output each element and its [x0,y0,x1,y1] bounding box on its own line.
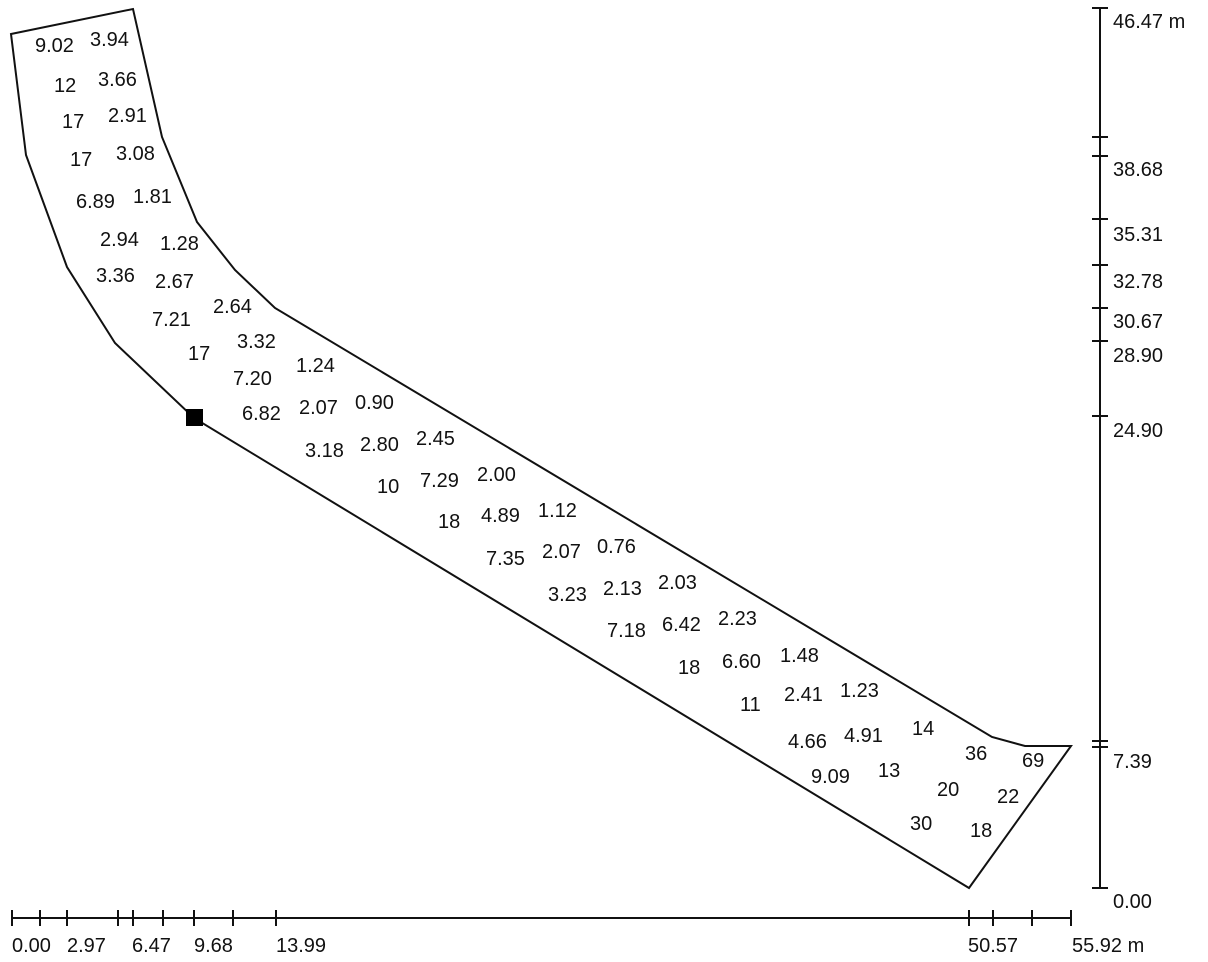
cell-value: 3.23 [548,584,587,606]
cell-value: 7.20 [233,368,272,390]
cell-value: 18 [438,511,460,533]
y-tick-label: 24.90 [1113,420,1163,442]
cell-value: 12 [54,75,76,97]
y-axis-ticks [1092,7,1108,889]
outline-group [9,7,1073,890]
cell-value: 1.23 [840,680,879,702]
cell-value: 2.45 [416,428,455,450]
cell-value: 3.36 [96,265,135,287]
cell-value: 2.64 [213,296,252,318]
cell-value: 69 [1022,750,1044,772]
cell-value: 3.94 [90,29,129,51]
cell-value: 2.67 [155,271,194,293]
cell-value: 20 [937,779,959,801]
cell-value: 7.21 [152,309,191,331]
cell-value: 13 [878,760,900,782]
y-tick-label: 30.67 [1113,311,1163,333]
y-tick-label: 38.68 [1113,159,1163,181]
cell-value: 4.66 [788,731,827,753]
cell-value: 1.28 [160,233,199,255]
cell-value: 4.91 [844,725,883,747]
y-tick-label: 28.90 [1113,345,1163,367]
cell-value: 17 [70,149,92,171]
y-axis: 46.47 m 38.68 35.31 32.78 30.67 28.90 24… [1092,7,1185,913]
cell-value: 17 [188,343,210,365]
cell-value: 22 [997,786,1019,808]
cell-value: 6.60 [722,651,761,673]
cell-value: 11 [740,694,761,716]
x-tick-label: 50.57 [968,935,1018,957]
cell-value: 3.32 [237,331,276,353]
cell-value: 36 [965,743,987,765]
x-tick-label: 6.47 [132,935,171,957]
y-tick-label: 35.31 [1113,224,1163,246]
region-outline [9,7,1073,890]
reference-marker [186,409,203,426]
y-tick-label: 0.00 [1113,891,1152,913]
cell-value: 17 [62,111,84,133]
x-tick-label: 55.92 m [1072,935,1144,957]
cell-value: 2.13 [603,578,642,600]
cell-value: 0.76 [597,536,636,558]
cell-value: 2.00 [477,464,516,486]
cell-value: 4.89 [481,505,520,527]
cell-value: 10 [377,476,399,498]
x-axis: 0.00 2.97 6.47 9.68 13.99 50.57 55.92 m [11,910,1144,957]
cell-value: 2.03 [658,572,697,594]
x-tick-label: 0.00 [12,935,51,957]
cell-value: 3.08 [116,143,155,165]
cell-values-group: 9.02 3.94 12 3.66 17 2.91 17 3.08 6.89 1.81 2.94 1.… [35,29,1044,842]
cell-value: 0.90 [355,392,394,414]
cell-value: 9.09 [811,766,850,788]
cell-value: 7.29 [420,470,459,492]
cell-value: 1.81 [133,186,172,208]
x-tick-label: 13.99 [276,935,326,957]
cell-value: 1.48 [780,645,819,667]
cell-value: 7.35 [486,548,525,570]
x-axis-ticks [11,910,1072,926]
cell-value: 2.80 [360,434,399,456]
cell-value: 1.12 [538,500,577,522]
x-tick-label: 2.97 [67,935,106,957]
y-tick-label: 7.39 [1113,751,1152,773]
cell-value: 3.66 [98,69,137,91]
cell-value: 18 [678,657,700,679]
cell-value: 30 [910,813,932,835]
x-tick-label: 9.68 [194,935,233,957]
cell-value: 2.23 [718,608,757,630]
cell-value: 2.94 [100,229,139,251]
cell-value: 2.41 [784,684,823,706]
cell-value: 2.07 [299,397,338,419]
cell-value: 14 [912,718,934,740]
cell-value: 7.18 [607,620,646,642]
y-tick-label: 46.47 m [1113,11,1185,33]
cell-value: 2.91 [108,105,147,127]
cell-value: 6.82 [242,403,281,425]
cell-value: 2.07 [542,541,581,563]
cell-value: 1.24 [296,355,335,377]
cell-value: 6.42 [662,614,701,636]
y-tick-label: 32.78 [1113,271,1163,293]
cell-value: 3.18 [305,440,344,462]
cell-value: 9.02 [35,35,74,57]
cell-value: 6.89 [76,191,115,213]
cell-value: 18 [970,820,992,842]
